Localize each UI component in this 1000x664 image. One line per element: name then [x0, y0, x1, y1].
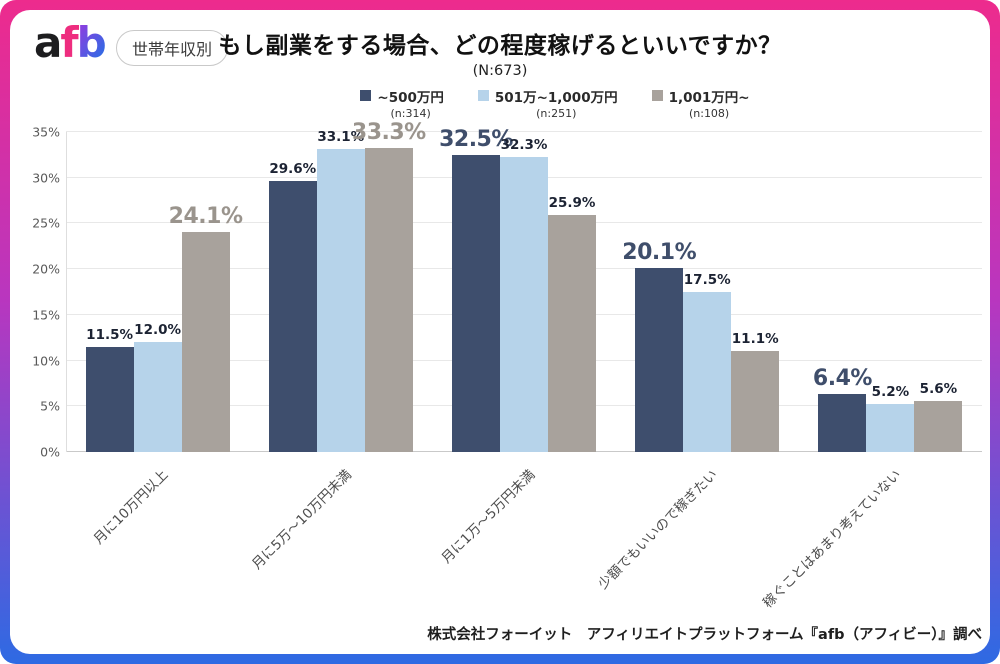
x-label-cell-5: 稼ぐことはあまり考えていない: [760, 452, 982, 622]
bar-value-label: 5.6%: [919, 380, 958, 397]
y-axis-labels: 0% 5% 10% 15% 20% 25% 30% 35%: [18, 125, 66, 460]
legend-swatch: [477, 90, 489, 101]
bar-3-1: 32.5%: [439, 127, 513, 452]
logo-letter-a: a: [34, 18, 62, 67]
bar-value-label: 11.1%: [731, 330, 779, 347]
y-tick-20%: 20%: [32, 261, 60, 277]
legend: ~500万円 (n:314) 501万~1,000万円 (n:251) 1,00…: [65, 86, 990, 120]
x-label-cell-2: 月に5万～10万円未満: [249, 452, 432, 622]
bar-1-2: 12.0%: [133, 322, 182, 452]
legend-label: 1,001万円~: [668, 90, 750, 106]
x-tick-label: 月に1万～5万円未満: [438, 466, 539, 567]
legend-item-series-1: ~500万円 (n:314): [360, 86, 444, 120]
legend-n: (n:314): [390, 107, 431, 120]
sample-size: (N:673): [472, 63, 528, 79]
bar-2-3: 33.3%: [352, 120, 426, 452]
bar-groups: 11.5% 12.0% 24.1% 29.6% 33.1% 33.3% 32.5% 32.3%…: [66, 120, 982, 452]
bar-value-label: 33.1%: [317, 129, 365, 146]
bar-3-3: 25.9%: [548, 195, 596, 452]
bar-value-label: 12.0%: [134, 322, 182, 339]
source-credit: 株式会社フォーイット アフィリエイトプラットフォーム『afb（アフィビー）』調べ: [427, 627, 982, 643]
title-block: もし副業をする場合、どの程度稼げるといいですか？ (N:673): [200, 26, 800, 79]
x-label-cell-1: 月に10万円以上: [66, 452, 249, 622]
bar-group-4: 20.1% 17.5% 11.1%: [616, 132, 799, 452]
chart-area: 0% 5% 10% 15% 20% 25% 30% 35% 11.5% 12.0% 24.1% 29…: [18, 120, 982, 460]
bar-1-1: 11.5%: [85, 327, 134, 452]
bar-value-label: 33.3%: [351, 119, 426, 145]
y-tick-0%: 0%: [40, 444, 60, 460]
y-tick-5%: 5%: [40, 398, 60, 414]
y-tick-25%: 25%: [32, 215, 60, 231]
bar-value-label: 25.9%: [548, 195, 596, 212]
bar-value-label: 17.5%: [683, 272, 731, 288]
bar-5-2: 5.2%: [866, 384, 915, 452]
chart-title: もし副業をする場合、どの程度稼げるといいですか？: [218, 33, 782, 59]
y-tick-10%: 10%: [32, 353, 60, 369]
y-tick-30%: 30%: [32, 170, 60, 186]
afb-logo: afb: [34, 22, 107, 64]
bar-value-label: 20.1%: [622, 240, 697, 266]
legend-n: (n:108): [688, 107, 730, 120]
legend-swatch: [360, 90, 372, 101]
x-tick-label: 月に10万円以上: [91, 466, 172, 548]
bar-value-label: 6.4%: [812, 365, 873, 391]
x-tick-label: 月に5万～10万円未満: [249, 466, 355, 573]
bar-3-2: 32.3%: [500, 137, 548, 452]
bar-4-2: 17.5%: [683, 272, 732, 452]
bar-value-label: 29.6%: [269, 161, 317, 178]
bar-value-label: 5.2%: [871, 384, 910, 401]
bar-4-3: 11.1%: [731, 331, 780, 452]
bar-group-3: 32.5% 32.3% 25.9%: [432, 127, 615, 452]
bar-4-1: 20.1%: [622, 240, 697, 452]
legend-n: (n:251): [536, 107, 577, 120]
bar-value-label: 11.5%: [86, 326, 134, 343]
logo-letter-f: f: [60, 18, 78, 67]
logo-letter-b: b: [76, 18, 107, 67]
bar-value-label: 32.3%: [500, 136, 548, 153]
bar-group-5: 6.4% 5.2% 5.6%: [799, 132, 982, 452]
x-label-cell-3: 月に1万～5万円未満: [432, 452, 615, 622]
bar-value-label: 24.1%: [168, 203, 243, 229]
y-tick-35%: 35%: [32, 124, 60, 140]
segment-badge: 世帯年収別: [116, 30, 229, 66]
bar-group-2: 29.6% 33.1% 33.3%: [249, 120, 432, 452]
y-tick-15%: 15%: [32, 307, 60, 323]
plot-area: 11.5% 12.0% 24.1% 29.6% 33.1% 33.3% 32.5% 32.3%…: [66, 120, 982, 452]
x-axis-labels: 月に10万円以上 月に5万～10万円未満 月に1万～5万円未満 少額でもいいので稼ぎた…: [66, 452, 982, 622]
gridline-35%: [66, 131, 982, 132]
bar-group-1: 11.5% 12.0% 24.1%: [66, 132, 249, 452]
bar-value-label: 32.5%: [439, 126, 513, 152]
y-axis-line: [66, 132, 67, 452]
legend-label: ~500万円: [377, 90, 444, 106]
bar-2-2: 33.1%: [316, 129, 365, 452]
legend-swatch: [651, 90, 663, 101]
bar-2-1: 29.6%: [268, 161, 317, 452]
legend-item-series-3: 1,001万円~ (n:108): [651, 86, 750, 120]
bar-1-3: 24.1%: [169, 204, 243, 452]
bar-5-3: 5.6%: [914, 381, 963, 452]
bar-5-1: 6.4%: [813, 366, 872, 452]
card: afb 世帯年収別 もし副業をする場合、どの程度稼げるといいですか？ (N:67…: [10, 10, 990, 654]
legend-item-series-2: 501万~1,000万円 (n:251): [477, 86, 618, 120]
legend-label: 501万~1,000万円: [494, 90, 618, 106]
